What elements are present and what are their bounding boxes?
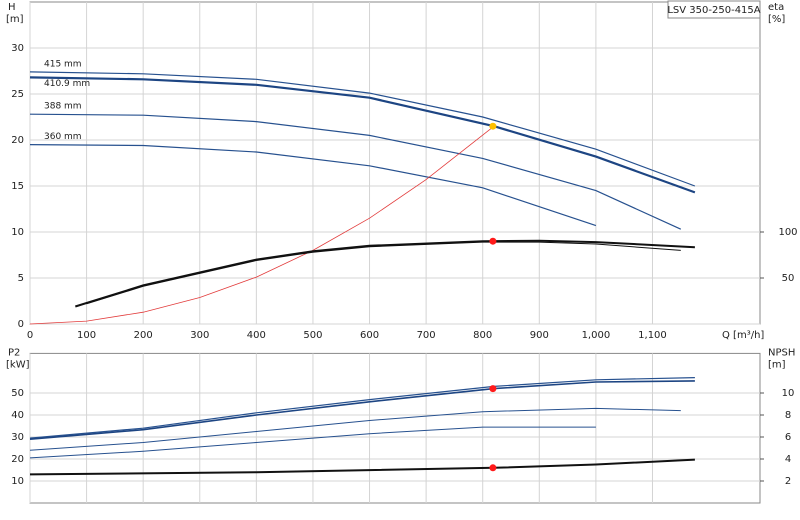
x-tick-label: 800 xyxy=(473,330,492,341)
curve-label: 360 mm xyxy=(44,132,82,142)
curve xyxy=(29,458,695,476)
y2-tick-label: 8 xyxy=(785,410,791,421)
chart-title: LSV 350-250-415A xyxy=(667,5,760,16)
curve xyxy=(29,377,695,439)
curve xyxy=(75,239,695,308)
operating-point xyxy=(489,237,497,245)
y2-axis-label: eta xyxy=(768,2,784,13)
curve xyxy=(29,76,696,194)
curve xyxy=(29,144,597,227)
curve xyxy=(86,241,681,305)
operating-point xyxy=(489,464,497,472)
y2-tick-label: 10 xyxy=(782,388,795,399)
operating-point xyxy=(489,385,497,393)
y-tick-label: 10 xyxy=(11,227,24,238)
y-axis-unit: [m] xyxy=(6,14,24,25)
x-tick-label: 1,000 xyxy=(582,330,611,341)
curve-label: 415 mm xyxy=(44,59,82,69)
curve xyxy=(29,380,695,440)
plot-frame xyxy=(29,1,761,325)
y-tick-label: 15 xyxy=(11,181,24,192)
x-tick-label: 600 xyxy=(360,330,379,341)
y-tick-label: 20 xyxy=(11,454,24,465)
y-tick-label: 20 xyxy=(11,135,24,146)
y-tick-label: 30 xyxy=(11,43,24,54)
curve-label: 388 mm xyxy=(44,102,82,112)
y-axis-unit: [kW] xyxy=(6,359,30,370)
y-tick-label: 40 xyxy=(11,410,24,421)
y2-tick-label: 50 xyxy=(782,273,795,284)
x-tick-label: 700 xyxy=(417,330,436,341)
x-tick-label: 1,100 xyxy=(638,330,667,341)
x-tick-label: 0 xyxy=(27,330,33,341)
operating-point xyxy=(489,122,497,130)
y-tick-label: 0 xyxy=(18,319,24,330)
curve xyxy=(29,125,495,325)
curve xyxy=(29,71,696,187)
y2-tick-label: 4 xyxy=(785,454,791,465)
y-tick-label: 10 xyxy=(11,476,24,487)
x-tick-label: 100 xyxy=(77,330,96,341)
y2-axis-unit: [m] xyxy=(768,359,786,370)
y2-tick-label: 100 xyxy=(778,227,797,238)
y2-tick-label: 2 xyxy=(785,476,791,487)
x-tick-label: 900 xyxy=(530,330,549,341)
y2-tick-label: 6 xyxy=(785,432,791,443)
x-tick-label: 400 xyxy=(247,330,266,341)
x-tick-label: 200 xyxy=(134,330,153,341)
y2-axis-label: NPSH xyxy=(768,347,795,358)
title-box xyxy=(667,0,761,19)
y2-axis-unit: [%] xyxy=(768,14,785,25)
curve xyxy=(29,426,596,459)
x-axis-label: Q [m³/h] xyxy=(722,330,764,341)
x-tick-label: 300 xyxy=(190,330,209,341)
x-tick-label: 500 xyxy=(303,330,322,341)
y-axis-label: P2 xyxy=(8,347,20,358)
curve xyxy=(29,113,682,230)
y-tick-label: 30 xyxy=(11,432,24,443)
curve xyxy=(29,407,681,451)
y-axis-label: H xyxy=(8,2,16,13)
y-tick-label: 50 xyxy=(11,388,24,399)
y-tick-label: 5 xyxy=(18,273,24,284)
curve-label: 410.9 mm xyxy=(44,79,90,89)
y-tick-label: 25 xyxy=(11,89,24,100)
